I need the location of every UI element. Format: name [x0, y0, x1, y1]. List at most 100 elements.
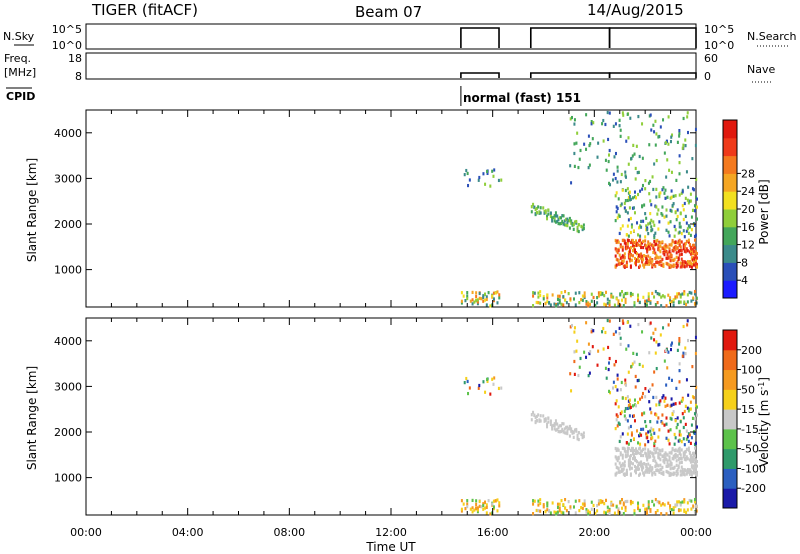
echo-cell	[603, 501, 606, 506]
echo-cell	[608, 389, 611, 393]
echo-cell	[653, 444, 656, 448]
echo-cell	[649, 419, 652, 424]
echo-cell	[665, 208, 668, 212]
echo-cell	[696, 473, 698, 477]
echo-cell	[665, 261, 668, 266]
nsky-segment	[529, 27, 611, 48]
echo-cell	[484, 500, 487, 504]
echo-cell	[625, 454, 628, 458]
echo-cell	[694, 195, 697, 200]
echo-cell	[686, 470, 689, 475]
echo-cell	[633, 301, 636, 305]
echo-cell	[687, 261, 690, 265]
echo-cell	[638, 434, 641, 438]
echo-cell	[621, 245, 624, 249]
echo-cell	[617, 509, 620, 513]
echo-cell	[658, 400, 661, 404]
echo-cell	[666, 464, 669, 468]
echo-cell	[628, 467, 631, 471]
echo-cell	[625, 470, 628, 475]
echo-cell	[690, 507, 693, 511]
echo-cell	[597, 349, 600, 353]
echo-cell	[655, 132, 658, 136]
echo-cell	[651, 291, 654, 296]
echo-cell	[677, 465, 680, 469]
echo-cell	[648, 455, 651, 459]
echo-cell	[542, 505, 545, 509]
echo-cell	[534, 415, 537, 419]
echo-cell	[636, 378, 639, 383]
echo-cell	[690, 251, 693, 256]
echo-cell	[601, 291, 604, 296]
echo-cell	[670, 461, 673, 466]
echo-cell	[635, 404, 637, 408]
echo-cell	[607, 159, 610, 164]
echo-cell	[692, 223, 695, 227]
echo-cell	[632, 229, 635, 233]
echo-cell	[571, 431, 574, 435]
echo-cell	[611, 386, 614, 390]
echo-cell	[475, 507, 478, 511]
echo-cell	[652, 428, 655, 432]
echo-cell	[667, 438, 670, 442]
echo-cell	[624, 188, 627, 193]
power-colorbar-swatches	[722, 119, 738, 299]
echo-cell	[694, 233, 697, 237]
echo-cell	[691, 395, 694, 399]
echo-cell	[679, 261, 682, 265]
echo-cell	[620, 410, 623, 414]
echo-cell	[638, 253, 641, 257]
echo-cell	[635, 263, 637, 267]
echo-cell	[686, 227, 689, 231]
echo-cell	[678, 446, 681, 450]
echo-cell	[618, 422, 621, 426]
echo-cell	[543, 211, 546, 215]
echo-cell	[587, 304, 590, 308]
echo-cell	[617, 511, 620, 515]
echo-cell	[686, 293, 689, 297]
echo-cell	[465, 376, 468, 381]
echo-cell	[542, 503, 545, 507]
echo-cell	[693, 431, 696, 435]
echo-cell	[641, 241, 644, 245]
echo-cell	[670, 170, 673, 174]
echo-cell	[575, 141, 578, 145]
echo-cell	[664, 141, 667, 145]
echo-cell	[640, 449, 643, 453]
echo-cell	[617, 197, 620, 201]
echo-cell	[691, 157, 694, 161]
echo-cell	[696, 251, 698, 256]
echo-cell	[668, 451, 671, 455]
echo-cell	[683, 292, 686, 296]
echo-cell	[694, 127, 697, 132]
echo-cell	[684, 261, 687, 265]
echo-cell	[691, 248, 694, 252]
echo-cell	[694, 250, 697, 254]
echo-cell	[649, 509, 652, 513]
echo-cell	[682, 351, 685, 355]
echo-cell	[588, 163, 591, 167]
echo-cell	[619, 501, 622, 505]
echo-cell	[617, 299, 620, 303]
echo-cell	[683, 201, 686, 206]
echo-cell	[539, 290, 542, 294]
echo-cell	[618, 461, 621, 465]
echo-cell	[563, 223, 566, 227]
echo-cell	[626, 112, 629, 116]
echo-cell	[690, 464, 693, 468]
echo-cell	[657, 435, 660, 439]
echo-cell	[696, 470, 698, 475]
echo-cell	[628, 402, 631, 407]
echo-cell	[643, 411, 646, 415]
echo-cell	[639, 264, 642, 268]
echo-cell	[686, 323, 689, 327]
echo-cell	[654, 472, 657, 476]
echo-cell	[654, 459, 657, 463]
echo-cell	[616, 239, 619, 243]
echo-cell	[465, 168, 468, 173]
echo-cell	[574, 428, 576, 432]
echo-cell	[636, 221, 639, 225]
echo-cell	[564, 289, 567, 294]
echo-cell	[627, 399, 630, 403]
echo-cell	[657, 135, 660, 139]
